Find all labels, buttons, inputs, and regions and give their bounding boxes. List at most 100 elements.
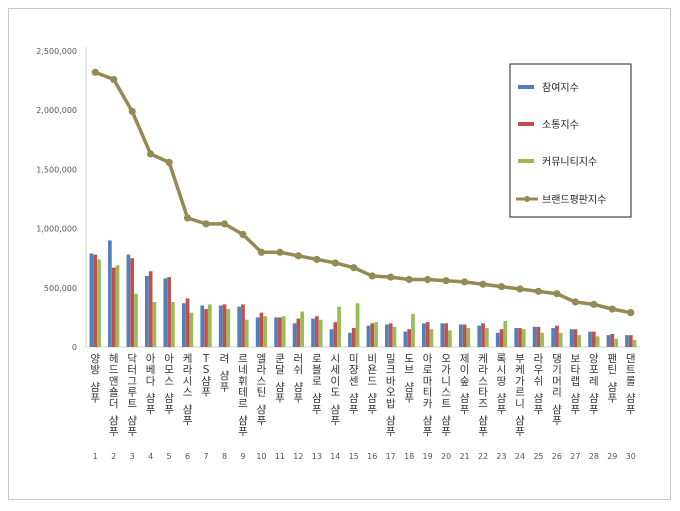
bar-3 — [134, 293, 138, 347]
brand-index-point — [553, 290, 561, 298]
brand-index-point — [128, 107, 136, 115]
bar-1 — [569, 329, 574, 347]
bar-3 — [448, 330, 452, 347]
brand-index-point — [497, 283, 506, 291]
bar-2 — [518, 328, 522, 347]
brand-index-point — [91, 68, 99, 76]
bar-1 — [108, 240, 112, 347]
bar-3 — [595, 336, 600, 347]
bar-1 — [144, 275, 149, 347]
bar-2 — [555, 325, 559, 347]
rank-label: 13 — [312, 452, 322, 461]
rank-label: 14 — [330, 452, 340, 461]
bar-1 — [200, 305, 205, 347]
bar-2 — [370, 323, 375, 347]
bar-3 — [263, 316, 268, 347]
brand-index-point — [313, 255, 321, 263]
bar-2 — [111, 267, 116, 347]
bar-1 — [458, 324, 463, 347]
rank-label: 5 — [167, 452, 172, 461]
rank-label: 22 — [478, 452, 488, 461]
bar-1 — [329, 329, 334, 347]
y-tick-label: 2,000,000 — [36, 106, 77, 115]
bar-1 — [421, 323, 426, 347]
rank-label: 27 — [570, 452, 580, 461]
bar-2 — [167, 277, 171, 347]
rank-label: 16 — [367, 452, 377, 461]
bar-3 — [355, 303, 360, 347]
brand-index-point — [571, 298, 579, 306]
bar-2 — [204, 309, 208, 347]
bar-2 — [610, 333, 615, 347]
bar-1 — [514, 328, 519, 347]
bar-1 — [292, 323, 297, 347]
rank-label: 19 — [423, 452, 433, 461]
brand-index-point — [276, 248, 284, 256]
brand-index-point — [627, 309, 635, 317]
rank-label: 1 — [93, 452, 98, 461]
bar-2 — [259, 312, 264, 347]
legend-swatch — [518, 122, 534, 126]
bar-2 — [388, 323, 393, 347]
bar-1 — [440, 323, 445, 347]
brand-index-point — [239, 230, 247, 239]
bar-3 — [244, 319, 249, 347]
legend-swatch-marker — [524, 196, 530, 202]
bar-3 — [392, 326, 397, 347]
legend-swatch — [518, 159, 534, 163]
bar-1 — [366, 325, 371, 347]
brand-index-point — [165, 158, 173, 166]
bar-1 — [606, 335, 611, 347]
bar-3 — [540, 332, 545, 347]
y-tick-label: 1,000,000 — [36, 225, 77, 234]
brand-index-point — [110, 75, 118, 84]
rank-label: 28 — [589, 452, 599, 461]
y-tick-label: 2,500,000 — [36, 47, 77, 56]
legend-swatch — [518, 85, 534, 89]
brand-index-point — [147, 150, 155, 158]
rank-label: 29 — [607, 452, 617, 461]
bar-3 — [632, 339, 637, 347]
bar-3 — [521, 329, 526, 347]
brand-index-point — [387, 273, 395, 281]
bar-2 — [314, 316, 319, 347]
rank-label: 26 — [552, 452, 562, 461]
bar-1 — [255, 317, 260, 347]
bar-3 — [614, 338, 618, 347]
brand-index-point — [220, 220, 229, 228]
rank-label: 21 — [459, 452, 469, 461]
rank-label: 11 — [275, 452, 285, 461]
bar-1 — [181, 303, 186, 347]
bar-3 — [411, 313, 415, 347]
brand-index-point — [460, 278, 469, 286]
brand-index-point — [442, 277, 450, 285]
bar-2 — [628, 335, 633, 347]
bar-3 — [337, 306, 341, 347]
rank-label: 23 — [496, 452, 506, 461]
brand-index-point — [350, 264, 358, 272]
bar-1 — [625, 335, 629, 347]
bar-1 — [311, 318, 315, 347]
bar-2 — [185, 298, 190, 347]
bar-1 — [89, 253, 94, 347]
bar-1 — [218, 305, 223, 347]
rank-label: 8 — [222, 452, 227, 461]
legend-label: 커뮤니티지수 — [542, 156, 597, 168]
bar-1 — [237, 306, 242, 347]
